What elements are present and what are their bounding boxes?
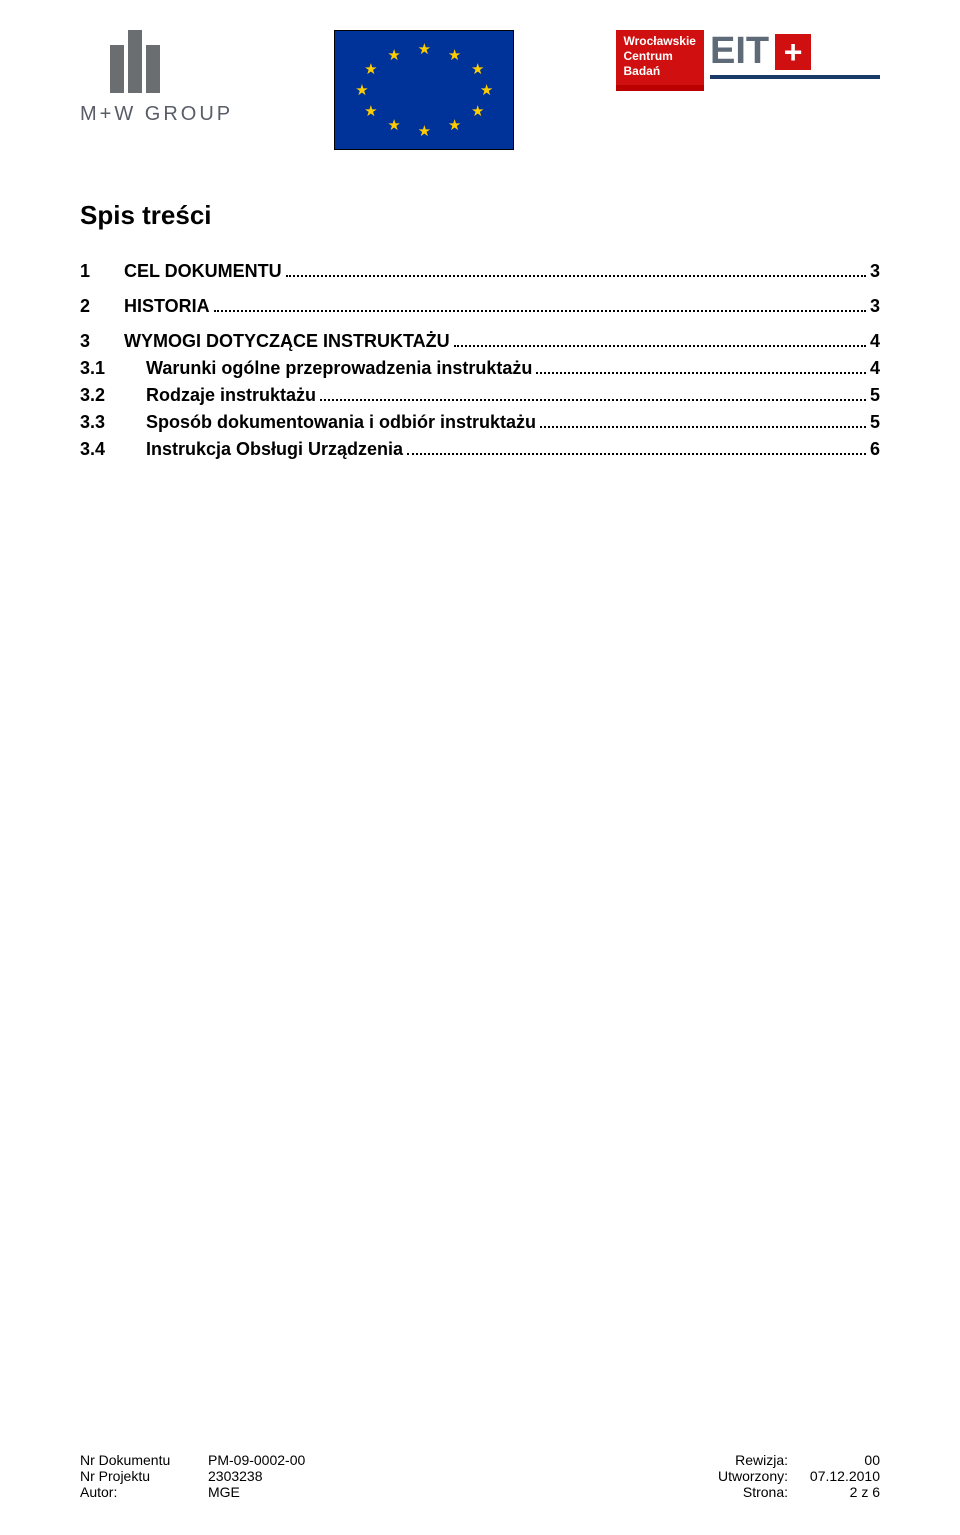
mw-group-text: M+W GROUP (80, 103, 233, 126)
footer-left-value: MGE (208, 1484, 240, 1500)
page-footer: Nr DokumentuPM-09-0002-00Rewizja:00Nr Pr… (80, 1452, 880, 1500)
toc-number: 3.3 (80, 412, 128, 433)
toc-entry: 3.4 Instrukcja Obsługi Urządzenia 6 (80, 439, 880, 460)
table-of-contents: 1 CEL DOKUMENTU 3 2 HISTORIA 3 3 WYMOGI DOTYCZĄ… (80, 261, 880, 460)
toc-heading: Spis treści (80, 200, 880, 231)
toc-number: 3.4 (80, 439, 128, 460)
eu-star-icon: ★ (364, 60, 377, 78)
footer-left-value: PM-09-0002-00 (208, 1452, 305, 1468)
toc-number: 2 (80, 296, 106, 317)
eu-star-icon: ★ (418, 122, 431, 140)
wcb-line: Badań (624, 64, 696, 79)
toc-entry: 3.1 Warunki ogólne przeprowadzenia instru… (80, 358, 880, 379)
toc-page: 5 (870, 412, 880, 433)
footer-right-value: 07.12.2010 (800, 1468, 880, 1484)
toc-label: HISTORIA (124, 296, 210, 317)
toc-page: 5 (870, 385, 880, 406)
eu-star-icon: ★ (418, 40, 431, 58)
toc-page: 4 (870, 331, 880, 352)
toc-page: 3 (870, 296, 880, 317)
toc-entry: 3 WYMOGI DOTYCZĄCE INSTRUKTAŻU 4 (80, 331, 880, 352)
toc-label: CEL DOKUMENTU (124, 261, 282, 282)
toc-leader (540, 414, 866, 428)
toc-entry: 2 HISTORIA 3 (80, 296, 880, 317)
toc-leader (454, 333, 866, 347)
toc-page: 4 (870, 358, 880, 379)
eu-star-icon: ★ (448, 116, 461, 134)
toc-leader (320, 387, 866, 401)
footer-right-label: Rewizja: (708, 1452, 788, 1468)
wcb-line: Wrocławskie (624, 34, 696, 49)
eu-star-icon: ★ (387, 116, 400, 134)
eu-star-icon: ★ (387, 46, 400, 64)
toc-page: 6 (870, 439, 880, 460)
eu-star-icon: ★ (364, 102, 377, 120)
footer-left-label: Autor: (80, 1484, 190, 1500)
footer-right-value: 00 (800, 1452, 880, 1468)
footer-row: Autor: MGE Strona: 2 z 6 (80, 1484, 880, 1500)
eit-plus-icon: + (775, 34, 811, 70)
footer-right-label: Strona: (708, 1484, 788, 1500)
toc-leader (536, 360, 866, 374)
eu-star-icon: ★ (355, 81, 368, 99)
mw-bars-icon (80, 30, 160, 93)
toc-leader (214, 298, 866, 312)
toc-label: Warunki ogólne przeprowadzenia instrukta… (146, 358, 532, 379)
footer-row: Nr Dokumentu PM-09-0002-00 Rewizja: 00 (80, 1452, 880, 1468)
toc-label: Instrukcja Obsługi Urządzenia (146, 439, 403, 460)
toc-number: 3.1 (80, 358, 128, 379)
toc-page: 3 (870, 261, 880, 282)
toc-number: 1 (80, 261, 106, 282)
toc-number: 3 (80, 331, 106, 352)
footer-left-label: Nr Projektu (80, 1468, 190, 1484)
eit-underline (710, 75, 880, 79)
eu-flag-icon: ★ ★ ★ ★ ★ ★ ★ ★ ★ ★ ★ ★ (334, 30, 514, 150)
toc-label: WYMOGI DOTYCZĄCE INSTRUKTAŻU (124, 331, 450, 352)
eu-flag-logo: ★ ★ ★ ★ ★ ★ ★ ★ ★ ★ ★ ★ (334, 30, 514, 150)
toc-entry: 3.3 Sposób dokumentowania i odbiór instru… (80, 412, 880, 433)
wcb-line: Centrum (624, 49, 696, 64)
toc-number: 3.2 (80, 385, 128, 406)
eu-star-icon: ★ (448, 46, 461, 64)
footer-right-label: Utworzony: (708, 1468, 788, 1484)
toc-entry: 1 CEL DOKUMENTU 3 (80, 261, 880, 282)
eit-text: EIT + (710, 30, 880, 73)
eu-star-icon: ★ (471, 60, 484, 78)
toc-leader (286, 263, 866, 277)
mw-group-logo: M+W GROUP (80, 30, 233, 126)
eit-plus-logo: Wrocławskie Centrum Badań EIT + (616, 30, 880, 91)
header-logos: M+W GROUP ★ ★ ★ ★ ★ ★ ★ ★ ★ ★ ★ ★ Wrocławskie Centr… (80, 30, 880, 150)
footer-row: Nr Projektu 2303238 Utworzony: 07.12.2010 (80, 1468, 880, 1484)
toc-label: Rodzaje instruktażu (146, 385, 316, 406)
footer-right-value: 2 z 6 (800, 1484, 880, 1500)
footer-left-value: 2303238 (208, 1468, 263, 1484)
eu-star-icon: ★ (471, 102, 484, 120)
toc-entry: 3.2 Rodzaje instruktażu 5 (80, 385, 880, 406)
eu-star-icon: ★ (480, 81, 493, 99)
wcb-box: Wrocławskie Centrum Badań (616, 30, 704, 91)
toc-leader (407, 441, 866, 455)
footer-left-label: Nr Dokumentu (80, 1452, 190, 1468)
toc-label: Sposób dokumentowania i odbiór instrukta… (146, 412, 536, 433)
